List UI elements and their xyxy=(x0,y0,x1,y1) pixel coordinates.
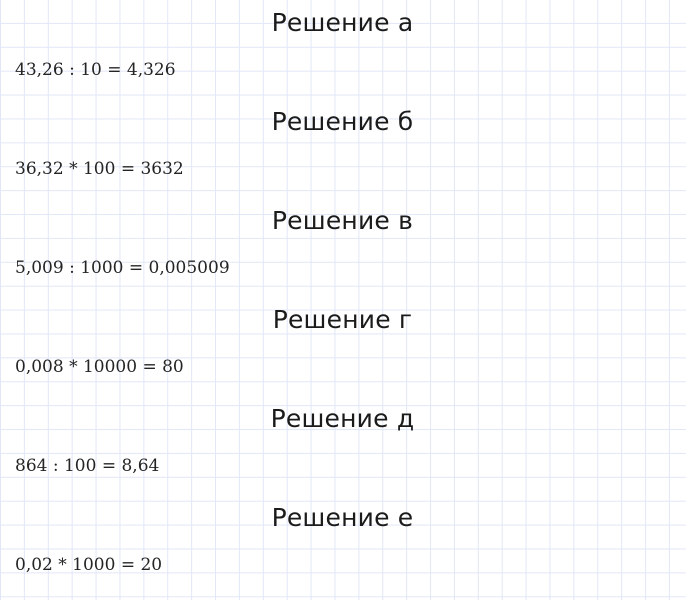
solution-expression-b: 36,32 * 100 = 3632 xyxy=(15,159,184,179)
solution-expression-e: 0,02 * 1000 = 20 xyxy=(15,555,163,575)
solution-heading-g: Решение г xyxy=(272,305,413,334)
solution-heading-b: Решение б xyxy=(271,107,414,136)
solution-heading-v: Решение в xyxy=(271,206,414,235)
solution-expression-g: 0,008 * 10000 = 80 xyxy=(15,357,184,377)
solution-expression-a: 43,26 : 10 = 4,326 xyxy=(15,60,176,80)
solution-heading-a: Решение а xyxy=(271,8,414,37)
solution-expression-v: 5,009 : 1000 = 0,005009 xyxy=(15,258,230,278)
solution-expression-d: 864 : 100 = 8,64 xyxy=(15,456,160,476)
solution-heading-e: Решение е xyxy=(271,503,414,532)
solution-heading-d: Решение д xyxy=(270,404,415,433)
